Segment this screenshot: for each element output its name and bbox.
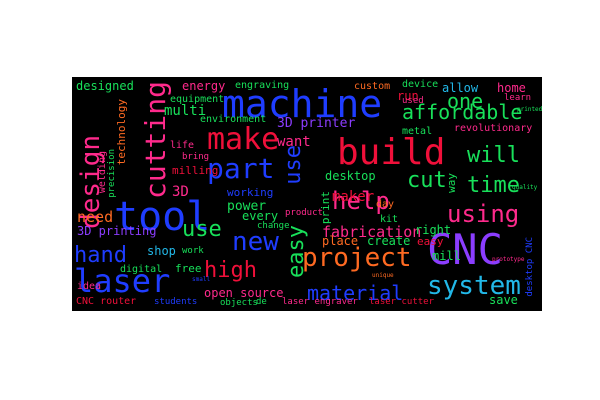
word-maker: maker — [332, 189, 375, 205]
word-shop: shop — [147, 244, 176, 258]
word-free: free — [175, 262, 202, 275]
word-material: material — [307, 281, 404, 305]
word-machine: machine — [222, 82, 383, 126]
word-revolutionary: revolutionary — [454, 123, 533, 134]
word-one: one — [447, 89, 484, 113]
word-energy: energy — [182, 79, 226, 93]
word-objects: objects — [220, 298, 258, 308]
word-fabrication: fabrication — [322, 223, 422, 241]
word-desktop-cnc: desktop CNC — [525, 237, 535, 297]
word-milling: milling — [172, 164, 219, 177]
word-cnc: CNC — [427, 225, 503, 274]
word-cloud: machine tool CNC build laser cutting mak… — [72, 77, 542, 311]
word-use-v: use — [281, 145, 306, 185]
word-new: new — [232, 227, 279, 257]
word-power: power — [227, 199, 267, 214]
word-device: device — [402, 79, 439, 90]
word-day: day — [376, 199, 395, 210]
word-open-source: open source — [204, 286, 284, 300]
word-use-h: use — [182, 217, 222, 242]
word-bring: bring — [182, 152, 210, 162]
word-run: run — [397, 89, 419, 103]
word-save: save — [489, 293, 518, 307]
word-create: create — [367, 234, 411, 248]
word-build: build — [337, 132, 446, 173]
word-kit: kit — [380, 214, 399, 225]
word-mill: mill — [432, 249, 461, 263]
word-part: part — [207, 152, 275, 185]
word-will: will — [467, 143, 520, 168]
word-cnc-router: CNC router — [76, 296, 137, 307]
word-environment: environment — [200, 114, 267, 125]
word-product: product — [285, 208, 323, 218]
word-way: way — [445, 173, 458, 193]
word-unique: unique — [372, 272, 394, 279]
word-used: used — [402, 96, 424, 106]
word-allow: allow — [442, 81, 479, 95]
word-de: de — [256, 297, 267, 307]
word-metal: metal — [402, 126, 433, 137]
word-laser: laser — [74, 262, 171, 300]
word-small: small — [192, 276, 211, 283]
word-printed: printed — [517, 106, 542, 113]
word-3d-printer: 3D printer — [277, 116, 356, 131]
word-cutting: cutting — [139, 81, 172, 200]
word-multi: multi — [164, 103, 207, 119]
word-using: using — [447, 200, 520, 228]
word-precision: precision — [107, 149, 117, 198]
word-equipment: equipment — [170, 94, 225, 105]
word-easy-small: easy — [417, 235, 444, 248]
word-3d: 3D — [172, 184, 189, 200]
word-work: work — [182, 246, 204, 256]
word-working: working — [227, 186, 274, 199]
word-system: system — [427, 271, 521, 301]
word-life: life — [170, 140, 195, 151]
word-engraving: engraving — [235, 80, 290, 91]
word-help: help — [332, 187, 390, 215]
word-desktop: desktop — [325, 169, 376, 183]
word-tool: tool — [114, 194, 211, 240]
word-custom: custom — [354, 81, 391, 92]
word-students: students — [154, 297, 198, 307]
word-quality: quality — [512, 184, 538, 191]
word-time: time — [467, 173, 520, 198]
word-designed: designed — [76, 79, 134, 93]
word-idea: idea — [77, 281, 102, 292]
word-make: make — [207, 122, 280, 157]
word-project: project — [302, 243, 412, 273]
word-prototype: prototype — [492, 256, 525, 263]
word-3d-printing: 3D printing — [77, 224, 157, 238]
word-easy: easy — [284, 225, 309, 278]
word-learn: learn — [504, 93, 532, 103]
word-digital: digital — [120, 264, 163, 275]
word-change: change — [257, 221, 290, 231]
word-laser-cutter: laser cutter — [369, 297, 435, 307]
word-high: high — [204, 258, 257, 283]
word-print: print — [319, 191, 332, 225]
word-home: home — [497, 81, 526, 95]
word-laser-engraver: laser engraver — [282, 297, 358, 307]
word-technology: technology — [115, 99, 128, 166]
word-need: need — [77, 208, 114, 226]
word-cut: cut — [407, 168, 447, 193]
word-affordable: affordable — [402, 100, 523, 124]
word-every: every — [242, 209, 279, 223]
word-right: right — [415, 223, 452, 237]
word-place: place — [322, 234, 359, 248]
word-want: want — [277, 134, 311, 150]
word-hand: hand — [74, 243, 127, 268]
